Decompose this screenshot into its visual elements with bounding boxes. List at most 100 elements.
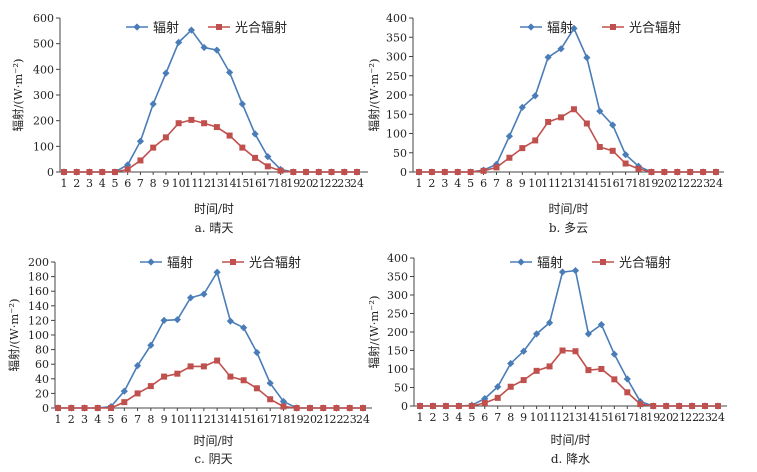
data-point-par <box>277 167 284 174</box>
y-tick-label: 0 <box>400 166 407 179</box>
x-tick-label: 11 <box>541 177 555 190</box>
y-tick-label: 100 <box>387 363 408 376</box>
series-line-par <box>420 349 718 407</box>
y-tick-label: 160 <box>28 285 49 298</box>
x-tick-label: 8 <box>506 177 513 190</box>
y-tick-label: 400 <box>33 63 54 76</box>
data-point-par <box>147 383 154 390</box>
data-point-par <box>267 396 274 403</box>
series-line-radiation <box>58 270 363 409</box>
data-point-par <box>702 403 709 409</box>
legend-marker-radiation <box>147 258 155 266</box>
data-point-par <box>676 403 683 409</box>
data-point-radiation <box>213 268 221 276</box>
x-tick-label: 10 <box>170 413 184 426</box>
data-point-radiation <box>187 26 195 34</box>
x-tick-label: 16 <box>606 177 620 190</box>
data-point-par <box>598 366 605 372</box>
y-tick-label: 500 <box>33 38 54 51</box>
y-tick-label: 300 <box>387 289 408 302</box>
x-tick-label: 13 <box>567 177 581 190</box>
x-tick-label: 24 <box>709 177 723 190</box>
x-tick-label: 6 <box>481 411 488 424</box>
data-point-radiation <box>173 316 181 324</box>
data-point-par <box>253 385 260 392</box>
x-tick-label: 19 <box>290 413 304 426</box>
x-tick-label: 5 <box>111 177 118 190</box>
y-axis-label: 辐射/(W·m⁻²) <box>367 59 381 132</box>
x-tick-label: 18 <box>632 177 646 190</box>
data-point-par <box>175 120 182 127</box>
x-tick-label: 2 <box>73 177 80 190</box>
legend-label-par: 光合辐射 <box>629 20 681 36</box>
x-tick-label: 10 <box>530 411 544 424</box>
y-tick-label: 200 <box>33 115 54 128</box>
x-tick-label: 11 <box>184 413 198 426</box>
data-point-radiation <box>238 100 246 108</box>
data-point-radiation <box>481 395 489 403</box>
data-point-par <box>111 169 118 175</box>
data-point-par <box>306 405 313 411</box>
data-point-par <box>161 373 168 380</box>
y-tick-label: 60 <box>35 358 49 371</box>
x-tick-label: 9 <box>519 177 526 190</box>
x-tick-label: 8 <box>507 411 514 424</box>
x-tick-label: 7 <box>137 177 144 190</box>
data-point-par <box>468 403 475 409</box>
series-line-radiation <box>419 26 716 173</box>
data-point-radiation <box>240 324 248 332</box>
x-tick-label: 24 <box>711 411 725 424</box>
data-point-radiation <box>187 294 195 302</box>
data-point-par <box>137 157 144 164</box>
y-axis-label: 辐射/(W·m⁻²) <box>11 59 25 132</box>
data-point-par <box>341 169 348 175</box>
data-point-radiation <box>622 151 630 159</box>
data-point-par <box>360 405 366 411</box>
data-point-radiation <box>610 350 618 358</box>
y-tick-label: 300 <box>386 51 407 64</box>
legend-marker-par <box>216 24 222 30</box>
y-tick-label: 300 <box>33 89 54 102</box>
x-tick-label: 15 <box>237 413 251 426</box>
data-point-radiation <box>200 43 208 52</box>
x-tick-label: 7 <box>134 413 141 426</box>
data-point-radiation <box>557 45 565 53</box>
data-point-radiation <box>545 319 554 327</box>
x-tick-label: 13 <box>210 177 224 190</box>
data-point-par <box>280 403 287 410</box>
data-point-par <box>264 163 271 170</box>
data-point-radiation <box>531 92 539 100</box>
data-point-radiation <box>533 330 541 338</box>
x-tick-label: 18 <box>274 177 288 190</box>
data-point-par <box>81 405 88 411</box>
data-point-par <box>637 401 644 408</box>
legend-marker-par <box>610 24 616 30</box>
data-point-par <box>507 383 514 390</box>
x-tick-label: 23 <box>698 411 712 424</box>
data-point-radiation <box>584 330 593 338</box>
data-point-par <box>150 144 157 151</box>
x-tick-label: 5 <box>468 411 475 424</box>
x-tick-label: 3 <box>81 413 88 426</box>
legend-label-par: 光合辐射 <box>619 255 671 271</box>
data-point-par <box>648 169 655 175</box>
panel-caption: d. 降水 <box>551 452 590 466</box>
x-tick-label: 5 <box>108 413 115 426</box>
data-point-radiation <box>571 266 580 275</box>
data-point-par <box>108 405 115 411</box>
x-tick-label: 18 <box>633 411 647 424</box>
data-point-par <box>73 169 80 175</box>
data-point-radiation <box>133 362 142 370</box>
data-point-par <box>303 169 310 175</box>
x-tick-label: 23 <box>696 177 710 190</box>
data-point-par <box>596 143 603 150</box>
x-tick-label: 2 <box>429 411 436 424</box>
data-point-par <box>480 167 487 174</box>
data-point-radiation <box>226 317 234 325</box>
data-point-par <box>354 169 360 175</box>
data-point-radiation <box>213 46 221 54</box>
data-point-par <box>532 137 539 144</box>
legend-label-par: 光合辐射 <box>235 20 287 36</box>
